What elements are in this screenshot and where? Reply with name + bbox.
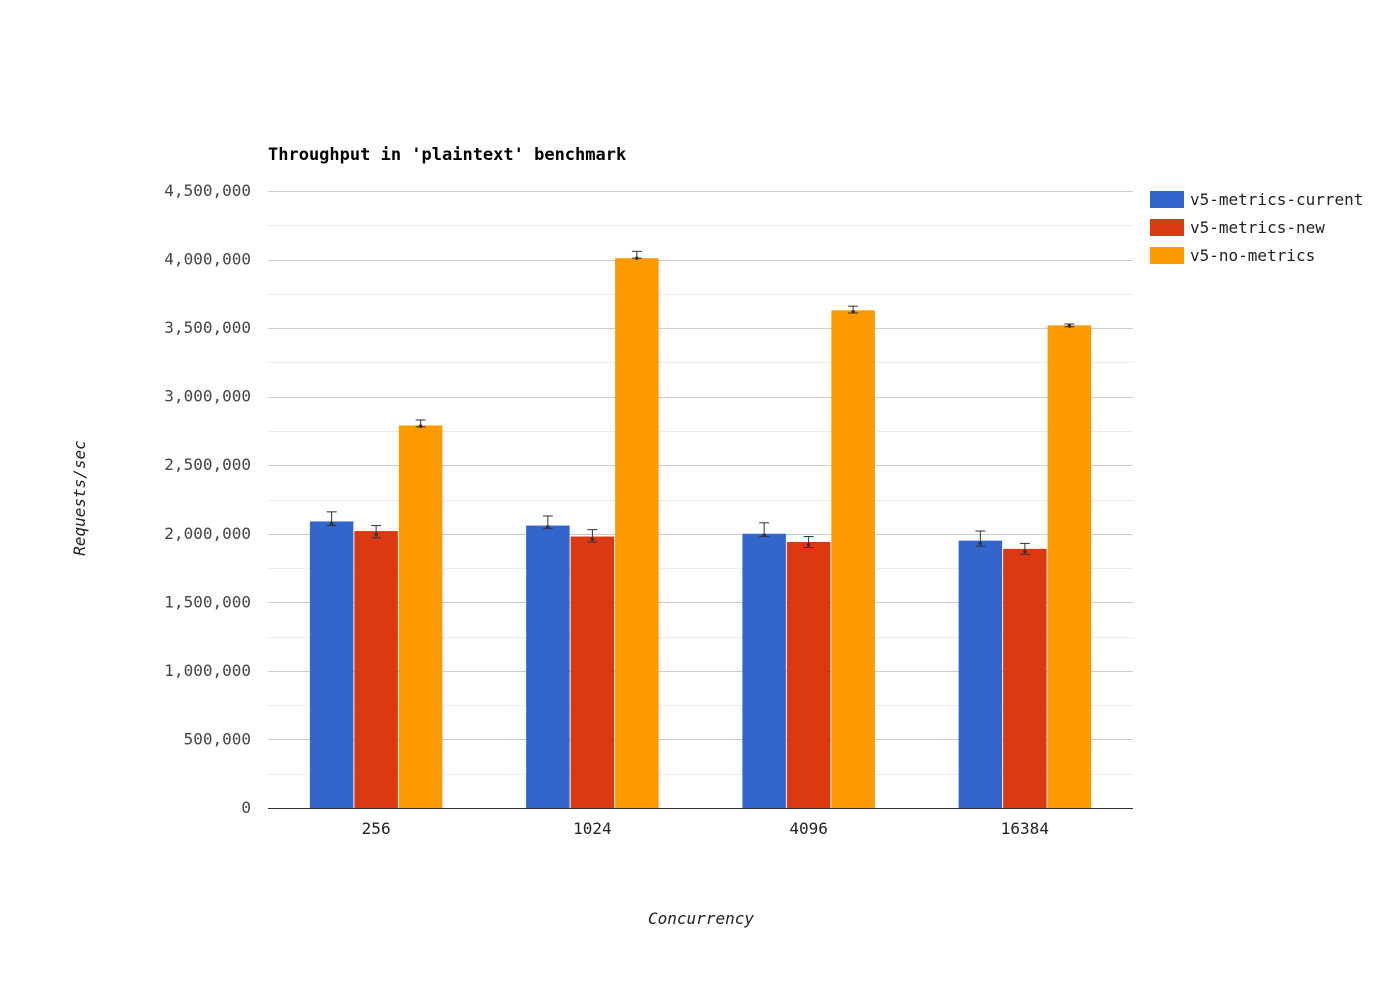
error-bar-v5-no-metrics-1024: [631, 250, 642, 260]
error-bar-v5-no-metrics-4096: [848, 305, 859, 314]
legend-swatch: [1150, 191, 1184, 208]
bar-v5-metrics-new-4096[interactable]: [786, 542, 831, 808]
y-tick-label: 4,500,000: [164, 181, 251, 200]
error-center-dot: [1023, 549, 1027, 554]
x-tick-label: 4096: [789, 819, 828, 838]
bar-v5-no-metrics-1024[interactable]: [615, 258, 659, 808]
legend[interactable]: v5-metrics-current v5-metrics-new v5-no-me…: [1150, 190, 1363, 265]
bar-v5-no-metrics-4096[interactable]: [831, 310, 875, 808]
bars: [309, 258, 1092, 808]
legend-item-v5-metrics-new[interactable]: v5-metrics-new: [1150, 218, 1325, 237]
y-tick-label: 1,000,000: [164, 661, 251, 680]
bar-v5-metrics-current-256[interactable]: [309, 521, 354, 808]
error-bar-v5-no-metrics-256: [415, 419, 426, 428]
error-bar-v5-no-metrics-16384: [1064, 323, 1075, 328]
legend-label: v5-no-metrics: [1190, 246, 1315, 265]
y-tick-label: 1,500,000: [164, 592, 251, 611]
bar-v5-metrics-new-256[interactable]: [354, 531, 398, 808]
error-bar-v5-metrics-new-4096: [803, 536, 814, 548]
bar-v5-no-metrics-16384[interactable]: [1047, 325, 1092, 808]
error-center-dot: [762, 533, 766, 537]
y-tick-label: 3,500,000: [164, 318, 251, 337]
legend-swatch: [1150, 219, 1184, 236]
error-bar-v5-metrics-new-1024: [587, 529, 598, 543]
error-bar-v5-metrics-current-1024: [542, 515, 553, 529]
x-tick-label: 256: [362, 819, 391, 838]
error-bar-v5-metrics-new-256: [371, 525, 382, 539]
error-center-dot: [635, 256, 639, 260]
chart-title: Throughput in 'plaintext' benchmark: [268, 145, 626, 165]
legend-label: v5-metrics-new: [1190, 218, 1325, 237]
y-tick-label: 2,500,000: [164, 455, 251, 474]
bar-v5-metrics-new-16384[interactable]: [1003, 548, 1047, 808]
y-tick-label: 0: [241, 798, 251, 817]
error-center-dot: [1067, 324, 1072, 328]
legend-swatch: [1150, 247, 1184, 264]
error-center-dot: [978, 541, 983, 546]
bar-v5-metrics-current-1024[interactable]: [526, 525, 570, 808]
bar-v5-metrics-new-1024[interactable]: [570, 536, 615, 808]
error-center-dot: [806, 542, 811, 547]
error-bar-v5-metrics-current-4096: [759, 522, 770, 538]
y-axis-ticks: 0 500,000 1,000,000 1,500,000 2,000,000 2,500…: [164, 181, 251, 817]
error-center-dot: [329, 521, 334, 526]
bar-v5-metrics-current-4096[interactable]: [742, 533, 786, 808]
y-axis-title: Requests/sec: [70, 440, 89, 556]
y-tick-label: 500,000: [184, 729, 251, 748]
y-tick-label: 3,000,000: [164, 387, 251, 406]
bar-v5-metrics-current-16384[interactable]: [958, 540, 1003, 808]
error-center-dot: [546, 525, 550, 529]
x-axis-title: Concurrency: [648, 909, 754, 928]
error-center-dot: [418, 424, 423, 428]
x-tick-label: 16384: [1001, 819, 1049, 838]
legend-label: v5-metrics-current: [1190, 190, 1363, 209]
error-center-dot: [374, 532, 378, 537]
y-tick-label: 2,000,000: [164, 524, 251, 543]
legend-item-v5-no-metrics[interactable]: v5-no-metrics: [1150, 246, 1315, 265]
x-tick-label: 1024: [573, 819, 612, 838]
error-center-dot: [590, 537, 595, 542]
error-bars: [326, 250, 1075, 555]
x-axis-ticks: 256 1024 4096 16384: [362, 819, 1049, 838]
y-tick-label: 4,000,000: [164, 250, 251, 269]
error-bar-v5-metrics-new-16384: [1019, 542, 1030, 555]
error-bar-v5-metrics-current-256: [326, 511, 337, 527]
bar-v5-no-metrics-256[interactable]: [398, 425, 443, 808]
legend-item-v5-metrics-current[interactable]: v5-metrics-current: [1150, 190, 1363, 209]
error-bar-v5-metrics-current-16384: [975, 530, 986, 547]
error-center-dot: [851, 309, 855, 314]
